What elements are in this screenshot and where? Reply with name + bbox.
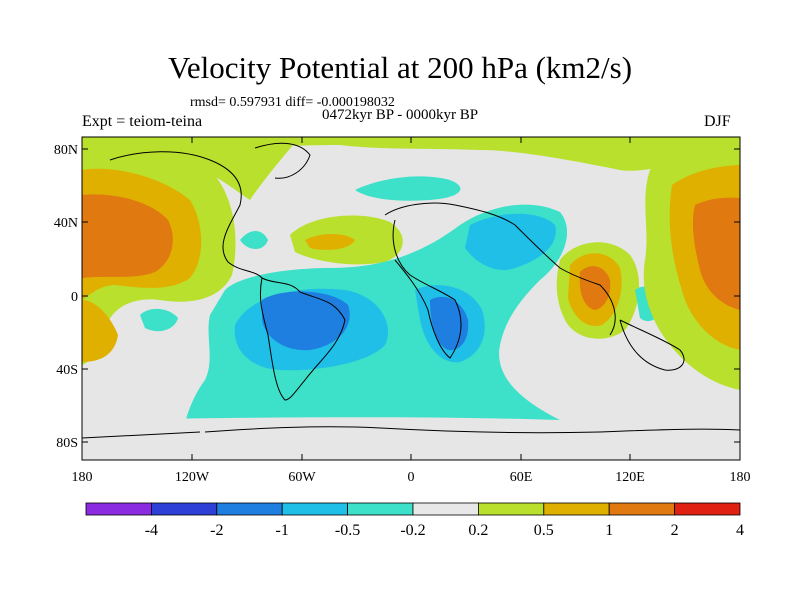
colorbar-box — [150, 502, 218, 516]
season-label: DJF — [704, 113, 731, 130]
lat-tick-label: 80S — [56, 436, 78, 451]
colorbar-box — [477, 502, 545, 516]
colorbar-box — [674, 502, 741, 516]
lat-tick-label: 40S — [56, 363, 78, 378]
lon-tick-label: 120E — [615, 470, 645, 485]
teal-region — [355, 176, 461, 201]
period-label: 0472kyr BP - 0000kyr BP — [322, 107, 479, 123]
colorbar-box — [412, 502, 479, 516]
lat-tick-label: 0 — [71, 290, 78, 305]
green-region — [190, 137, 740, 171]
colorbar-label: -1 — [275, 522, 289, 539]
lon-tick-label: 120W — [174, 470, 210, 485]
orange-region — [579, 266, 611, 310]
axis-ticks — [82, 137, 740, 460]
teal-region — [240, 231, 268, 249]
colorbar-box — [608, 502, 676, 516]
lat-tick-label: 40N — [53, 216, 78, 231]
colorbar-box — [216, 502, 283, 516]
coastlines — [82, 142, 740, 439]
colorbar-label: 1 — [605, 522, 614, 539]
lon-tick-label: 0 — [407, 470, 415, 485]
gold-region — [82, 300, 118, 362]
lat-tick-label: 80N — [53, 143, 78, 158]
contour-field — [82, 137, 740, 460]
colorbar-label: 0.2 — [468, 522, 489, 539]
gold-region — [305, 234, 355, 250]
lon-tick-label: 180 — [71, 470, 93, 485]
colorbar-label: -0.5 — [334, 522, 361, 539]
teal-region — [140, 308, 178, 332]
lon-tick-label: 180 — [729, 470, 751, 485]
cyan-region — [465, 213, 556, 270]
colorbar-box — [543, 502, 610, 516]
lon-tick-label: 60E — [509, 470, 533, 485]
colorbar-label: 0.5 — [533, 522, 554, 539]
green-region — [82, 137, 300, 200]
colorbar-label: -4 — [144, 522, 159, 539]
lon-tick-label: 60W — [288, 470, 316, 485]
colorbar-box — [281, 502, 349, 516]
colorbar-label: -0.2 — [400, 522, 426, 539]
colorbar-box — [347, 502, 414, 516]
stats-line: rmsd= 0.597931 diff= -0.000198032 — [190, 95, 395, 110]
colorbar — [85, 502, 741, 516]
colorbar-label: -2 — [210, 522, 224, 539]
blue-region — [262, 291, 350, 351]
orange-region — [82, 194, 173, 278]
plot-title: Velocity Potential at 200 hPa (km2/s) — [167, 50, 633, 85]
colorbar-box — [85, 502, 152, 516]
colorbar-label: 4 — [736, 522, 744, 539]
neutral-region — [82, 417, 740, 460]
neutral-region — [82, 365, 180, 440]
experiment-label: Expt = teiom-teina — [82, 113, 203, 130]
orange-region — [692, 197, 740, 310]
colorbar-label: 2 — [670, 522, 679, 539]
